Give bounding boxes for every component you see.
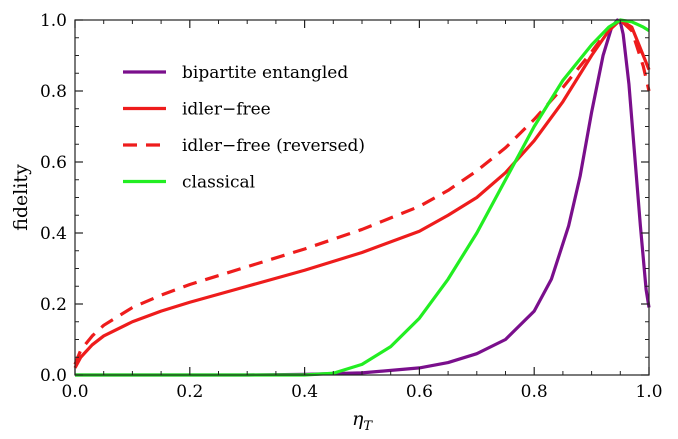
x-tick-label: 0.8 bbox=[521, 382, 548, 402]
ticks-layer: 0.0 0.2 0.4 0.6 0.8 1.0 0.0 0.2 0.4 0.6 0.8 1.0 bbox=[40, 11, 663, 402]
legend-label-0: bipartite entangled bbox=[182, 63, 348, 83]
x-tick-label: 1.0 bbox=[635, 382, 662, 402]
x-axis-label: ηT bbox=[352, 408, 373, 434]
legend-label-3: classical bbox=[182, 173, 255, 193]
x-tick-label: 0.4 bbox=[291, 382, 318, 402]
legend-label-2: idler−free (reversed) bbox=[182, 136, 365, 156]
x-tick-label: 0.6 bbox=[406, 382, 433, 402]
x-axis-label-symbol: η bbox=[352, 408, 364, 430]
y-tick-label: 0.8 bbox=[40, 82, 67, 102]
x-axis-label-subscript: T bbox=[363, 419, 373, 434]
x-tick-label: 0.2 bbox=[176, 382, 203, 402]
y-tick-label: 0.4 bbox=[40, 224, 67, 244]
legend-label-1: idler−free bbox=[182, 100, 271, 120]
y-axis-label: fidelity bbox=[10, 164, 32, 231]
x-tick-label: 0.0 bbox=[61, 382, 88, 402]
y-tick-label: 1.0 bbox=[40, 11, 67, 31]
legend: bipartite entangled idler−free idler−free … bbox=[123, 63, 365, 193]
y-tick-label: 0.0 bbox=[40, 366, 67, 386]
y-tick-label: 0.2 bbox=[40, 295, 67, 315]
y-tick-label: 0.6 bbox=[40, 153, 67, 173]
